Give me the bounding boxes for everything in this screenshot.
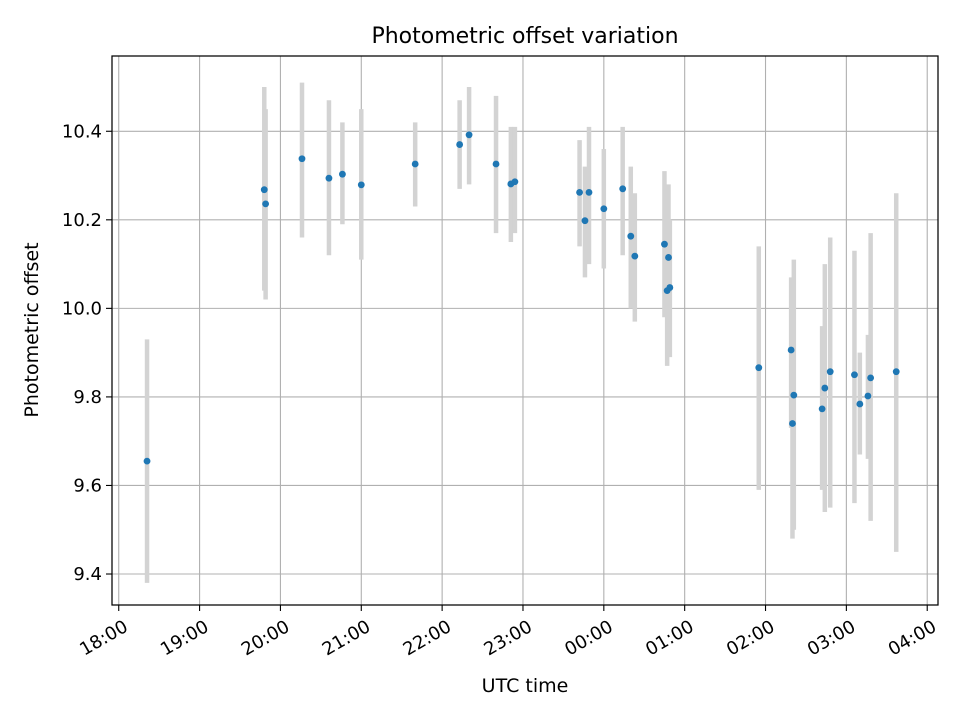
data-point [325, 174, 333, 182]
data-point [661, 240, 668, 248]
data-points [143, 131, 900, 465]
data-point [666, 284, 674, 291]
chart-title: Photometric offset variation [371, 24, 678, 49]
data-point [581, 217, 589, 225]
y-tick-label: 10.2 [62, 210, 102, 231]
data-point [143, 457, 151, 465]
y-tick-label: 10.4 [62, 121, 102, 142]
data-point [631, 252, 639, 260]
x-axis-label: UTC time [482, 675, 569, 697]
y-tick-label: 9.8 [73, 387, 102, 408]
data-point [585, 188, 593, 196]
y-tick-label: 9.6 [73, 475, 102, 496]
data-point [465, 131, 473, 139]
y-tick-label: 9.4 [73, 564, 102, 585]
data-point [298, 155, 306, 163]
data-point [260, 186, 268, 194]
data-point [864, 392, 872, 400]
data-point [339, 170, 346, 178]
data-point [600, 205, 608, 213]
data-point [357, 181, 365, 189]
data-point [262, 200, 270, 208]
y-tick-label: 10.0 [62, 298, 102, 319]
data-point [619, 185, 627, 193]
y-axis-ticks: 9.4 9.6 9.8 10.0 10.2 10.4 [62, 121, 112, 585]
data-point [755, 364, 763, 372]
data-point [627, 232, 635, 240]
data-point [818, 405, 826, 413]
data-point [456, 141, 464, 148]
data-point [892, 368, 900, 376]
data-point [867, 374, 875, 382]
data-point [789, 420, 796, 427]
data-point [851, 371, 858, 379]
data-point [576, 188, 583, 196]
data-point [411, 160, 419, 168]
plot-frame [111, 55, 939, 606]
data-point [665, 254, 672, 261]
data-point [826, 368, 834, 376]
data-point [511, 178, 519, 186]
grid [112, 56, 938, 605]
data-point [492, 160, 500, 168]
data-point [790, 391, 798, 399]
data-point [856, 400, 864, 408]
data-point [821, 384, 829, 392]
y-axis-label: Photometric offset [21, 242, 43, 417]
data-point [787, 346, 795, 354]
